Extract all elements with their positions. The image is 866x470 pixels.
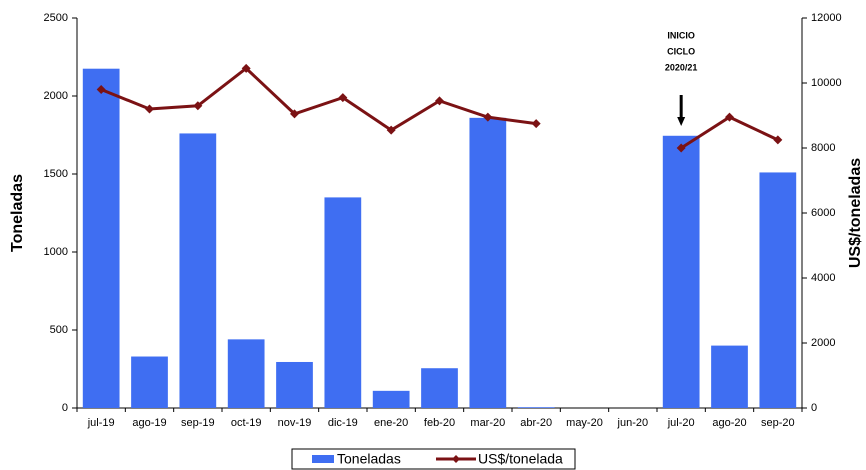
y2-axis-title: US$/toneladas (847, 158, 864, 268)
x-tick-label: jul-19 (87, 417, 115, 429)
point-marker (773, 135, 783, 145)
x-tick-label: jun-20 (617, 417, 649, 429)
bar (82, 68, 120, 408)
point-marker (96, 85, 106, 94)
bar (711, 345, 748, 408)
x-tick-label: sep-20 (761, 417, 795, 429)
point-marker (725, 112, 734, 122)
bar (469, 117, 507, 408)
point-marker (193, 101, 203, 111)
point-marker (483, 112, 493, 122)
y-tick-label: 2500 (44, 12, 68, 24)
y-tick-label: 500 (50, 324, 68, 336)
y2-tick-label: 4000 (811, 272, 835, 284)
legend-marker (452, 455, 460, 463)
y-tick-label: 2000 (44, 90, 68, 102)
x-tick-label: ago-19 (132, 417, 166, 429)
x-tick-label: oct-19 (231, 417, 262, 429)
x-tick-label: dic-19 (328, 417, 358, 429)
bar (662, 135, 700, 408)
point-marker (676, 143, 686, 153)
bar (324, 197, 362, 408)
annotation-text: 2020/21 (665, 62, 698, 72)
bar (227, 339, 265, 408)
y2-tick-label: 2000 (811, 337, 835, 349)
x-tick-label: ene-20 (374, 417, 408, 429)
bar (276, 361, 313, 408)
line (100, 66, 537, 132)
x-tick-label: nov-19 (278, 417, 312, 429)
point-marker (145, 104, 154, 114)
y-tick-label: 1500 (44, 168, 68, 180)
bar (421, 368, 458, 408)
legend-box (291, 448, 576, 470)
bar (372, 390, 410, 408)
annotation-text: INICIO (667, 30, 695, 40)
annotation-text: CICLO (667, 46, 695, 56)
x-tick-label: ago-20 (712, 417, 746, 429)
y-tick-label: 0 (62, 402, 68, 414)
bar (179, 133, 217, 408)
x-tick-label: may-20 (566, 417, 603, 429)
legend-label: Toneladas (337, 451, 401, 467)
point-marker (241, 63, 251, 73)
y2-tick-label: 0 (811, 402, 817, 414)
x-tick-label: jul-20 (667, 417, 695, 429)
point-marker (531, 119, 541, 129)
x-tick-label: mar-20 (470, 417, 505, 429)
point-marker (435, 96, 444, 106)
bar (517, 407, 555, 408)
y2-tick-label: 10000 (811, 77, 842, 89)
point-marker (290, 109, 299, 119)
point-marker (386, 125, 396, 135)
y2-tick-label: 8000 (811, 142, 835, 154)
bar (759, 172, 797, 408)
y-tick-label: 1000 (44, 246, 68, 258)
x-tick-label: feb-20 (424, 417, 455, 429)
point-marker (338, 93, 348, 103)
annotation-arrowhead (677, 117, 686, 126)
y2-tick-label: 6000 (811, 207, 835, 219)
y2-tick-label: 12000 (811, 12, 842, 24)
y-axis-title: Toneladas (9, 174, 26, 252)
legend-swatch (312, 455, 334, 463)
x-tick-label: sep-19 (181, 417, 215, 429)
x-tick-label: abr-20 (520, 417, 552, 429)
legend-label: US$/tonelada (478, 451, 563, 467)
bar (131, 356, 168, 408)
